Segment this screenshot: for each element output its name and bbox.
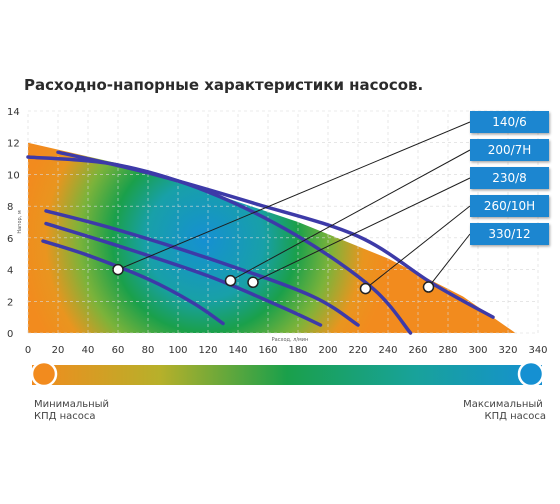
leader-line-330/12 <box>428 233 471 288</box>
leader-lines <box>112 121 471 295</box>
annotation-marker-200/7H <box>224 274 237 287</box>
x-tick-label: 200 <box>318 345 337 356</box>
annotation-marker-330/12 <box>422 281 435 293</box>
legend-box-330/12 <box>470 223 549 245</box>
y-tick-label: 2 <box>7 297 13 308</box>
legend-box-230/8 <box>470 167 549 189</box>
x-tick-label: 20 <box>52 345 65 356</box>
x-axis-ticks: 0 20 40 60 80 100 120 140 160 180 200 220 240 260 280 3… <box>25 345 548 356</box>
legend-label-200/7H: 200/7H <box>488 143 532 157</box>
min-efficiency-label: Минимальный КПД насоса <box>34 399 112 422</box>
x-tick-label: 60 <box>112 345 125 356</box>
y-tick-label: 6 <box>7 234 13 245</box>
curve-200/7H <box>44 221 323 327</box>
y-tick-label: 14 <box>7 107 20 118</box>
annotation-marker-140/6 <box>112 263 124 276</box>
x-tick-label: 120 <box>198 345 217 356</box>
y-tick-label: 0 <box>7 329 13 340</box>
annotation-marker-230/8 <box>247 276 259 289</box>
curve-140/6 <box>41 239 225 326</box>
leader-line-200/7H <box>230 149 471 282</box>
x-tick-label: 160 <box>258 345 277 356</box>
legend-box-260/10H <box>470 195 549 217</box>
chart-title: Расходно-напорные характеристики насосов… <box>24 76 424 94</box>
x-tick-label: 0 <box>25 345 31 356</box>
x-tick-label: 140 <box>228 345 247 356</box>
legend-label-330/12: 330/12 <box>488 227 530 241</box>
y-tick-label: 4 <box>7 266 13 277</box>
x-tick-label: 100 <box>168 345 187 356</box>
legend-box-200/7H <box>470 139 549 161</box>
x-tick-label: 340 <box>528 345 547 356</box>
legend-label-230/8: 230/8 <box>492 171 527 185</box>
max-efficiency-marker <box>517 360 545 388</box>
y-tick-label: 8 <box>7 202 13 213</box>
legend-label-260/10H: 260/10H <box>484 199 535 213</box>
x-tick-label: 240 <box>378 345 397 356</box>
x-tick-label: 220 <box>348 345 367 356</box>
y-tick-label: 10 <box>7 170 20 181</box>
x-tick-label: 320 <box>498 345 517 356</box>
max-efficiency-label: Максимальный КПД насоса <box>463 399 546 422</box>
legend: 140/6 200/7H 230/8 260/10H 330/12 <box>470 111 549 245</box>
efficiency-scale: Минимальный КПД насоса Максимальный КПД … <box>30 360 546 422</box>
leader-line-140/6 <box>117 121 471 271</box>
x-tick-label: 180 <box>288 345 307 356</box>
leader-line-260/10H <box>365 205 471 289</box>
plot-area <box>26 110 539 335</box>
annotation-marker-260/10H <box>359 282 372 295</box>
legend-label-140/6: 140/6 <box>492 115 527 129</box>
x-axis-label: Расход, л/мин <box>272 337 309 343</box>
x-tick-label: 80 <box>142 345 155 356</box>
efficiency-scale-bar <box>32 365 542 385</box>
x-tick-label: 280 <box>438 345 457 356</box>
leader-line-230/8 <box>252 177 471 283</box>
x-tick-label: 300 <box>468 345 487 356</box>
legend-box-140/6 <box>470 111 549 133</box>
y-axis-label: Напор, м <box>17 210 23 234</box>
efficiency-region <box>28 142 516 333</box>
y-tick-label: 12 <box>7 139 20 150</box>
x-tick-label: 260 <box>408 345 427 356</box>
curve-230/8 <box>44 209 360 327</box>
y-axis-ticks: 0 2 4 6 8 10 12 14 <box>7 107 20 340</box>
x-tick-label: 40 <box>82 345 95 356</box>
min-efficiency-marker <box>30 360 58 388</box>
